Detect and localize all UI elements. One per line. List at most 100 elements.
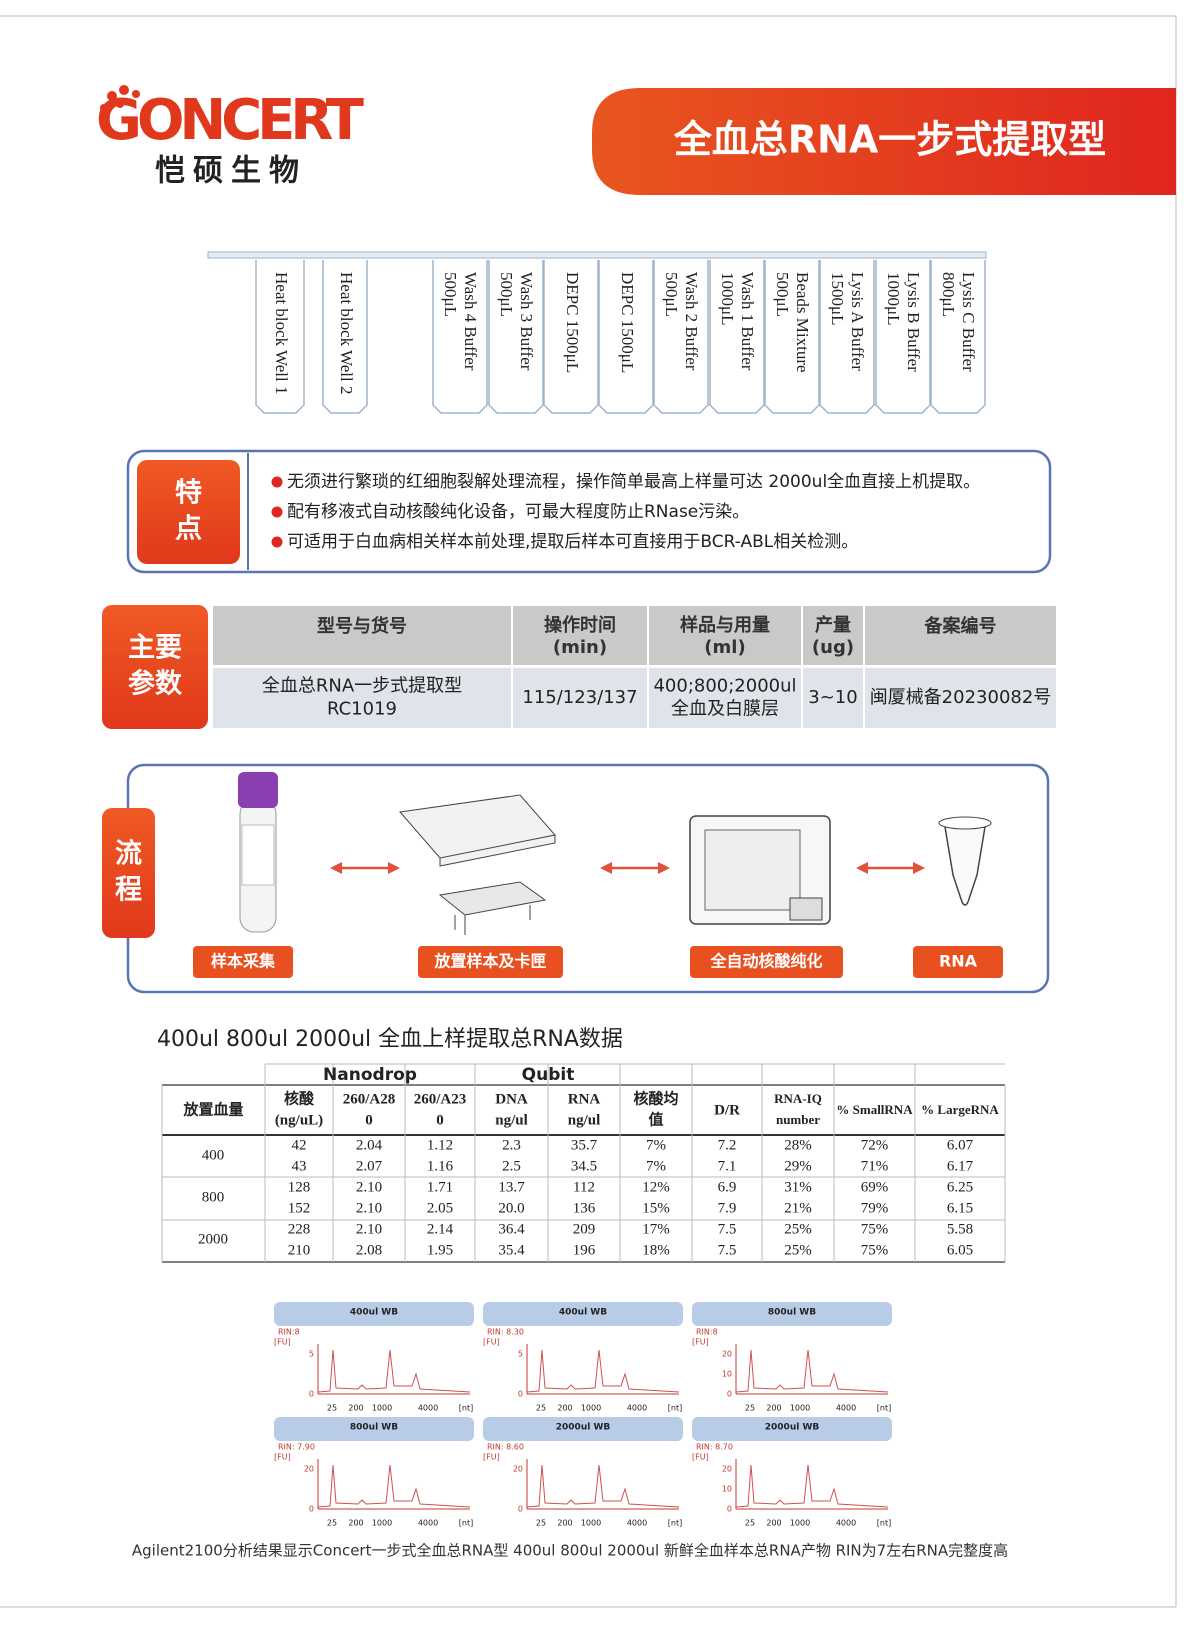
table-cell: 1.71 [427,1179,453,1195]
panel-title-bar [274,1417,474,1441]
y-tick-label: 0 [727,1505,732,1514]
x-tick-label: 200 [348,1404,363,1413]
well-text: Lysis B Buffer [904,272,923,372]
bullet [271,476,283,488]
table-header: RNA [568,1091,601,1107]
rin-label: RIN:8 [278,1328,300,1337]
table-cell: 43 [292,1158,307,1174]
table-cell: 6.17 [947,1158,974,1174]
table-header: 0 [436,1112,444,1128]
panel-title-bar [692,1417,892,1441]
table-header: D/R [714,1102,740,1118]
step-button [690,946,843,978]
x-unit: [nt] [668,1404,682,1413]
table-cell: 34.5 [571,1158,597,1174]
x-unit: [nt] [668,1519,682,1528]
trace [317,1349,471,1393]
well-text: 500μL [662,272,681,317]
rna-tube-cap [938,816,992,830]
feature-item: 配有移液式自动核酸纯化设备，可最大程度防止RNase污染。 [287,502,749,522]
x-tick-label: 200 [766,1519,781,1528]
rin-label: RIN:8 [696,1328,718,1337]
well-label: DEPC 1500μL [618,272,637,373]
cartridge-rail [207,251,987,259]
well [543,260,599,414]
x-unit: [nt] [877,1404,891,1413]
y-unit: [FU] [274,1453,291,1462]
table-header: ng/ul [568,1112,601,1128]
y-tick-label: 0 [518,1505,523,1514]
well-text: 500μL [773,272,792,317]
table-header: (ng/uL) [275,1112,323,1128]
x-tick-label: 25 [327,1404,337,1413]
table-cell: 2.3 [502,1137,521,1153]
trace [735,1349,889,1393]
well [709,260,765,414]
brand-cn: 恺硕生物 [155,154,307,189]
well [764,260,820,414]
volume-cell: 2000 [198,1231,228,1247]
x-tick-label: 4000 [836,1519,856,1528]
x-tick-label: 25 [745,1519,755,1528]
table-cell: 18% [642,1242,670,1258]
table-cell: 20.0 [498,1200,524,1216]
feature-item: 无须进行繁琐的红细胞裂解处理流程，操作简单最高上样量可达 2000ul全血直接上… [287,472,980,492]
table-cell: 15% [642,1200,670,1216]
table-cell: 69% [861,1179,889,1195]
y-tick-label: 5 [518,1350,523,1359]
table-cell: 17% [642,1221,670,1237]
panel-title: 400ul WB [350,1308,398,1318]
table-cell: 1.95 [427,1242,453,1258]
tab-label: 流 [115,838,142,869]
section-tab [102,808,155,938]
x-tick-label: 1000 [581,1404,601,1413]
tab-label: 点 [175,514,202,545]
panel-title-bar [483,1302,683,1326]
y-tick-label: 0 [727,1390,732,1399]
panel-title: 800ul WB [768,1308,816,1318]
param-value: 闽厦械备20230082号 [870,687,1052,708]
trace [526,1349,680,1393]
y-tick-label: 0 [518,1390,523,1399]
bullet [271,536,283,548]
table-cell: 25% [784,1221,812,1237]
table-header: 放置血量 [182,1100,243,1118]
table-cell: 7.2 [718,1137,737,1153]
well-text: DEPC 1500μL [563,272,582,373]
step-button [418,946,563,978]
x-tick-label: 4000 [418,1519,438,1528]
table-cell: 6.15 [947,1200,973,1216]
rack-drawing [438,881,547,935]
param-header: 样品与用量 [680,614,770,636]
table-cell: 1.12 [427,1137,453,1153]
rna-tube [944,826,986,906]
table-cell: 7.5 [718,1242,737,1258]
volume-cell: 800 [202,1189,225,1205]
table-cell: 36.4 [498,1221,525,1237]
param-cell [803,668,863,728]
table-cell: 2.04 [356,1137,383,1153]
param-header-cell [865,606,1056,665]
step-label: RNA [939,952,978,971]
param-header: 型号与货号 [317,615,407,637]
table-cell: 1.16 [427,1158,454,1174]
table-cell: 2.10 [356,1221,382,1237]
well-text: Wash 1 Buffer [738,272,757,371]
well [255,260,305,414]
y-tick-label: 10 [722,1485,732,1494]
table-cell: 228 [288,1221,311,1237]
tab-label: 参数 [128,668,183,700]
tube-cap [238,772,278,808]
step-button [193,946,293,978]
x-tick-label: 1000 [790,1519,810,1528]
table-header: 260/A23 [414,1091,467,1107]
table-cell: 5.58 [947,1221,973,1237]
table-cell: 7.5 [718,1221,737,1237]
y-tick-label: 20 [513,1465,523,1474]
table-header: number [776,1112,820,1127]
feature-item: 可适用于白血病相关样本前处理,提取后样本可直接用于BCR-ABL相关检测。 [287,532,858,552]
